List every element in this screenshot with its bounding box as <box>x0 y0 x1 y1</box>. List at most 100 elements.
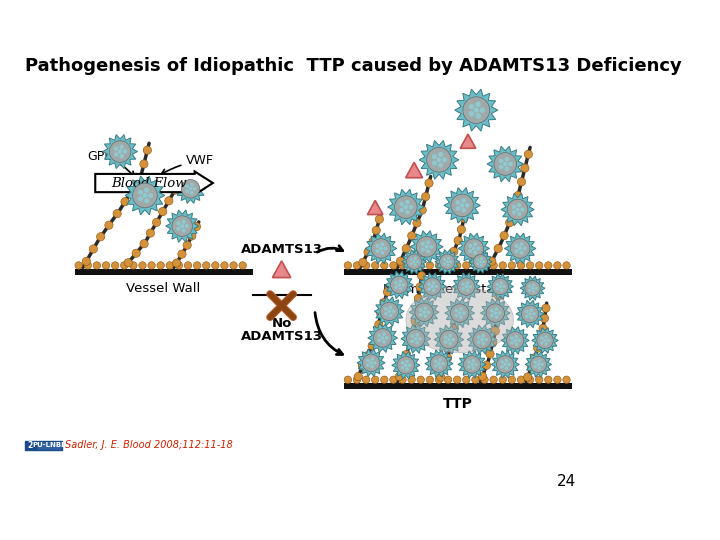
Circle shape <box>178 250 186 258</box>
Circle shape <box>426 376 433 383</box>
Circle shape <box>486 350 494 358</box>
Circle shape <box>381 376 388 383</box>
Circle shape <box>462 282 465 286</box>
Circle shape <box>359 258 367 266</box>
Circle shape <box>143 193 148 198</box>
Circle shape <box>534 287 538 290</box>
Circle shape <box>495 282 499 286</box>
Circle shape <box>519 242 523 246</box>
Circle shape <box>132 183 157 208</box>
Circle shape <box>438 358 442 362</box>
Polygon shape <box>176 174 205 204</box>
Circle shape <box>425 245 428 249</box>
Circle shape <box>439 254 455 269</box>
Circle shape <box>476 258 480 261</box>
Circle shape <box>194 262 201 269</box>
Circle shape <box>505 166 509 171</box>
Circle shape <box>344 262 351 269</box>
Circle shape <box>528 285 531 288</box>
Circle shape <box>524 150 533 158</box>
Circle shape <box>415 303 433 321</box>
Circle shape <box>408 205 413 210</box>
Circle shape <box>554 262 561 269</box>
Circle shape <box>436 376 443 383</box>
Circle shape <box>530 356 546 373</box>
Text: GPIb: GPIb <box>87 150 134 177</box>
Circle shape <box>401 361 405 365</box>
Circle shape <box>505 157 509 161</box>
Circle shape <box>432 160 437 166</box>
Polygon shape <box>357 349 385 376</box>
Circle shape <box>397 283 401 287</box>
Circle shape <box>165 197 173 205</box>
Circle shape <box>473 242 477 246</box>
Circle shape <box>102 262 109 269</box>
Circle shape <box>381 336 384 340</box>
Circle shape <box>495 315 498 319</box>
Circle shape <box>368 342 377 350</box>
Circle shape <box>423 314 427 318</box>
Polygon shape <box>434 325 464 354</box>
Circle shape <box>408 376 415 383</box>
Circle shape <box>120 145 124 149</box>
Circle shape <box>410 339 414 343</box>
Circle shape <box>171 186 179 194</box>
Polygon shape <box>166 210 199 242</box>
Polygon shape <box>374 297 404 326</box>
Circle shape <box>526 262 534 269</box>
Circle shape <box>416 260 419 264</box>
Circle shape <box>528 312 532 315</box>
Polygon shape <box>520 276 545 300</box>
Circle shape <box>185 185 189 188</box>
Circle shape <box>425 179 433 187</box>
Circle shape <box>173 259 181 267</box>
Circle shape <box>486 304 505 322</box>
Text: Normal Hemostasis: Normal Hemostasis <box>383 284 512 296</box>
Circle shape <box>460 214 468 222</box>
Circle shape <box>390 376 397 383</box>
Circle shape <box>399 376 406 383</box>
Circle shape <box>469 285 472 288</box>
Circle shape <box>500 360 504 364</box>
Circle shape <box>405 200 410 205</box>
Circle shape <box>487 257 496 265</box>
Circle shape <box>477 335 481 339</box>
Circle shape <box>534 361 537 364</box>
Circle shape <box>537 332 553 349</box>
FancyBboxPatch shape <box>25 441 35 450</box>
Polygon shape <box>405 163 423 178</box>
Circle shape <box>458 311 462 315</box>
Circle shape <box>395 281 398 285</box>
Circle shape <box>130 262 137 269</box>
Polygon shape <box>435 249 459 274</box>
Circle shape <box>518 247 522 251</box>
Circle shape <box>523 373 532 381</box>
Circle shape <box>372 262 379 269</box>
Circle shape <box>406 254 422 269</box>
Circle shape <box>495 292 503 300</box>
Circle shape <box>354 373 362 381</box>
Circle shape <box>478 372 487 380</box>
Text: Pathogenesis of Idiopathic  TTP caused by ADAMTS13 Deficiency: Pathogenesis of Idiopathic TTP caused by… <box>25 57 682 75</box>
Circle shape <box>544 376 552 383</box>
Circle shape <box>417 376 425 383</box>
Circle shape <box>408 262 415 269</box>
Circle shape <box>508 362 511 366</box>
Circle shape <box>500 232 508 240</box>
Circle shape <box>521 305 539 322</box>
Circle shape <box>532 290 535 293</box>
Circle shape <box>450 247 458 255</box>
Circle shape <box>480 338 484 341</box>
Polygon shape <box>425 350 453 377</box>
Text: ADAMTS13: ADAMTS13 <box>240 243 323 256</box>
Circle shape <box>118 150 122 154</box>
Circle shape <box>399 262 406 269</box>
Circle shape <box>534 365 537 368</box>
Circle shape <box>481 376 488 383</box>
Circle shape <box>404 205 408 209</box>
Circle shape <box>476 246 480 251</box>
Circle shape <box>454 314 458 318</box>
Circle shape <box>373 332 381 340</box>
Polygon shape <box>367 200 383 214</box>
Circle shape <box>371 357 374 361</box>
